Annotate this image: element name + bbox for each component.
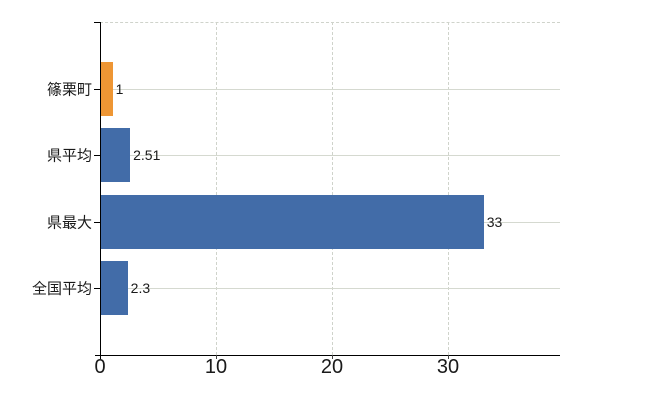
category-gridline	[100, 288, 560, 290]
x-axis-tick	[215, 355, 217, 359]
bar-value-label: 2.51	[133, 147, 161, 164]
bar	[101, 261, 128, 316]
y-axis-tick	[94, 155, 100, 157]
category-gridline	[100, 88, 560, 90]
plot-top-gridline	[100, 22, 560, 23]
vertical-gridline	[331, 22, 333, 355]
bar-value-label: 33	[486, 213, 503, 230]
y-axis-line	[100, 22, 101, 359]
bar	[101, 61, 113, 116]
y-axis-tick	[94, 221, 100, 223]
y-axis-tick	[94, 288, 100, 290]
x-axis-line	[95, 355, 560, 356]
x-axis-tick	[331, 355, 333, 359]
x-tick-label: 20	[320, 356, 344, 378]
y-axis-tick	[94, 88, 100, 90]
bar	[101, 128, 131, 183]
x-tick-label: 10	[204, 356, 228, 378]
category-label: 県最大	[46, 214, 92, 232]
vertical-gridline	[447, 22, 449, 355]
bar-value-label: 1	[115, 80, 124, 97]
category-gridline	[100, 155, 560, 157]
plot-area: 1 2.51 33 2.3	[100, 22, 560, 355]
x-tick-label: 0	[94, 356, 106, 378]
bar	[101, 194, 484, 249]
category-label: 県平均	[46, 147, 92, 165]
category-label: 全国平均	[31, 280, 92, 298]
x-axis-tick	[447, 355, 449, 359]
x-tick-label: 30	[436, 356, 460, 378]
y-axis-top-tick	[94, 22, 100, 23]
bar-value-label: 2.3	[130, 280, 151, 297]
category-label: 篠栗町	[46, 81, 92, 99]
vertical-gridline	[215, 22, 217, 355]
